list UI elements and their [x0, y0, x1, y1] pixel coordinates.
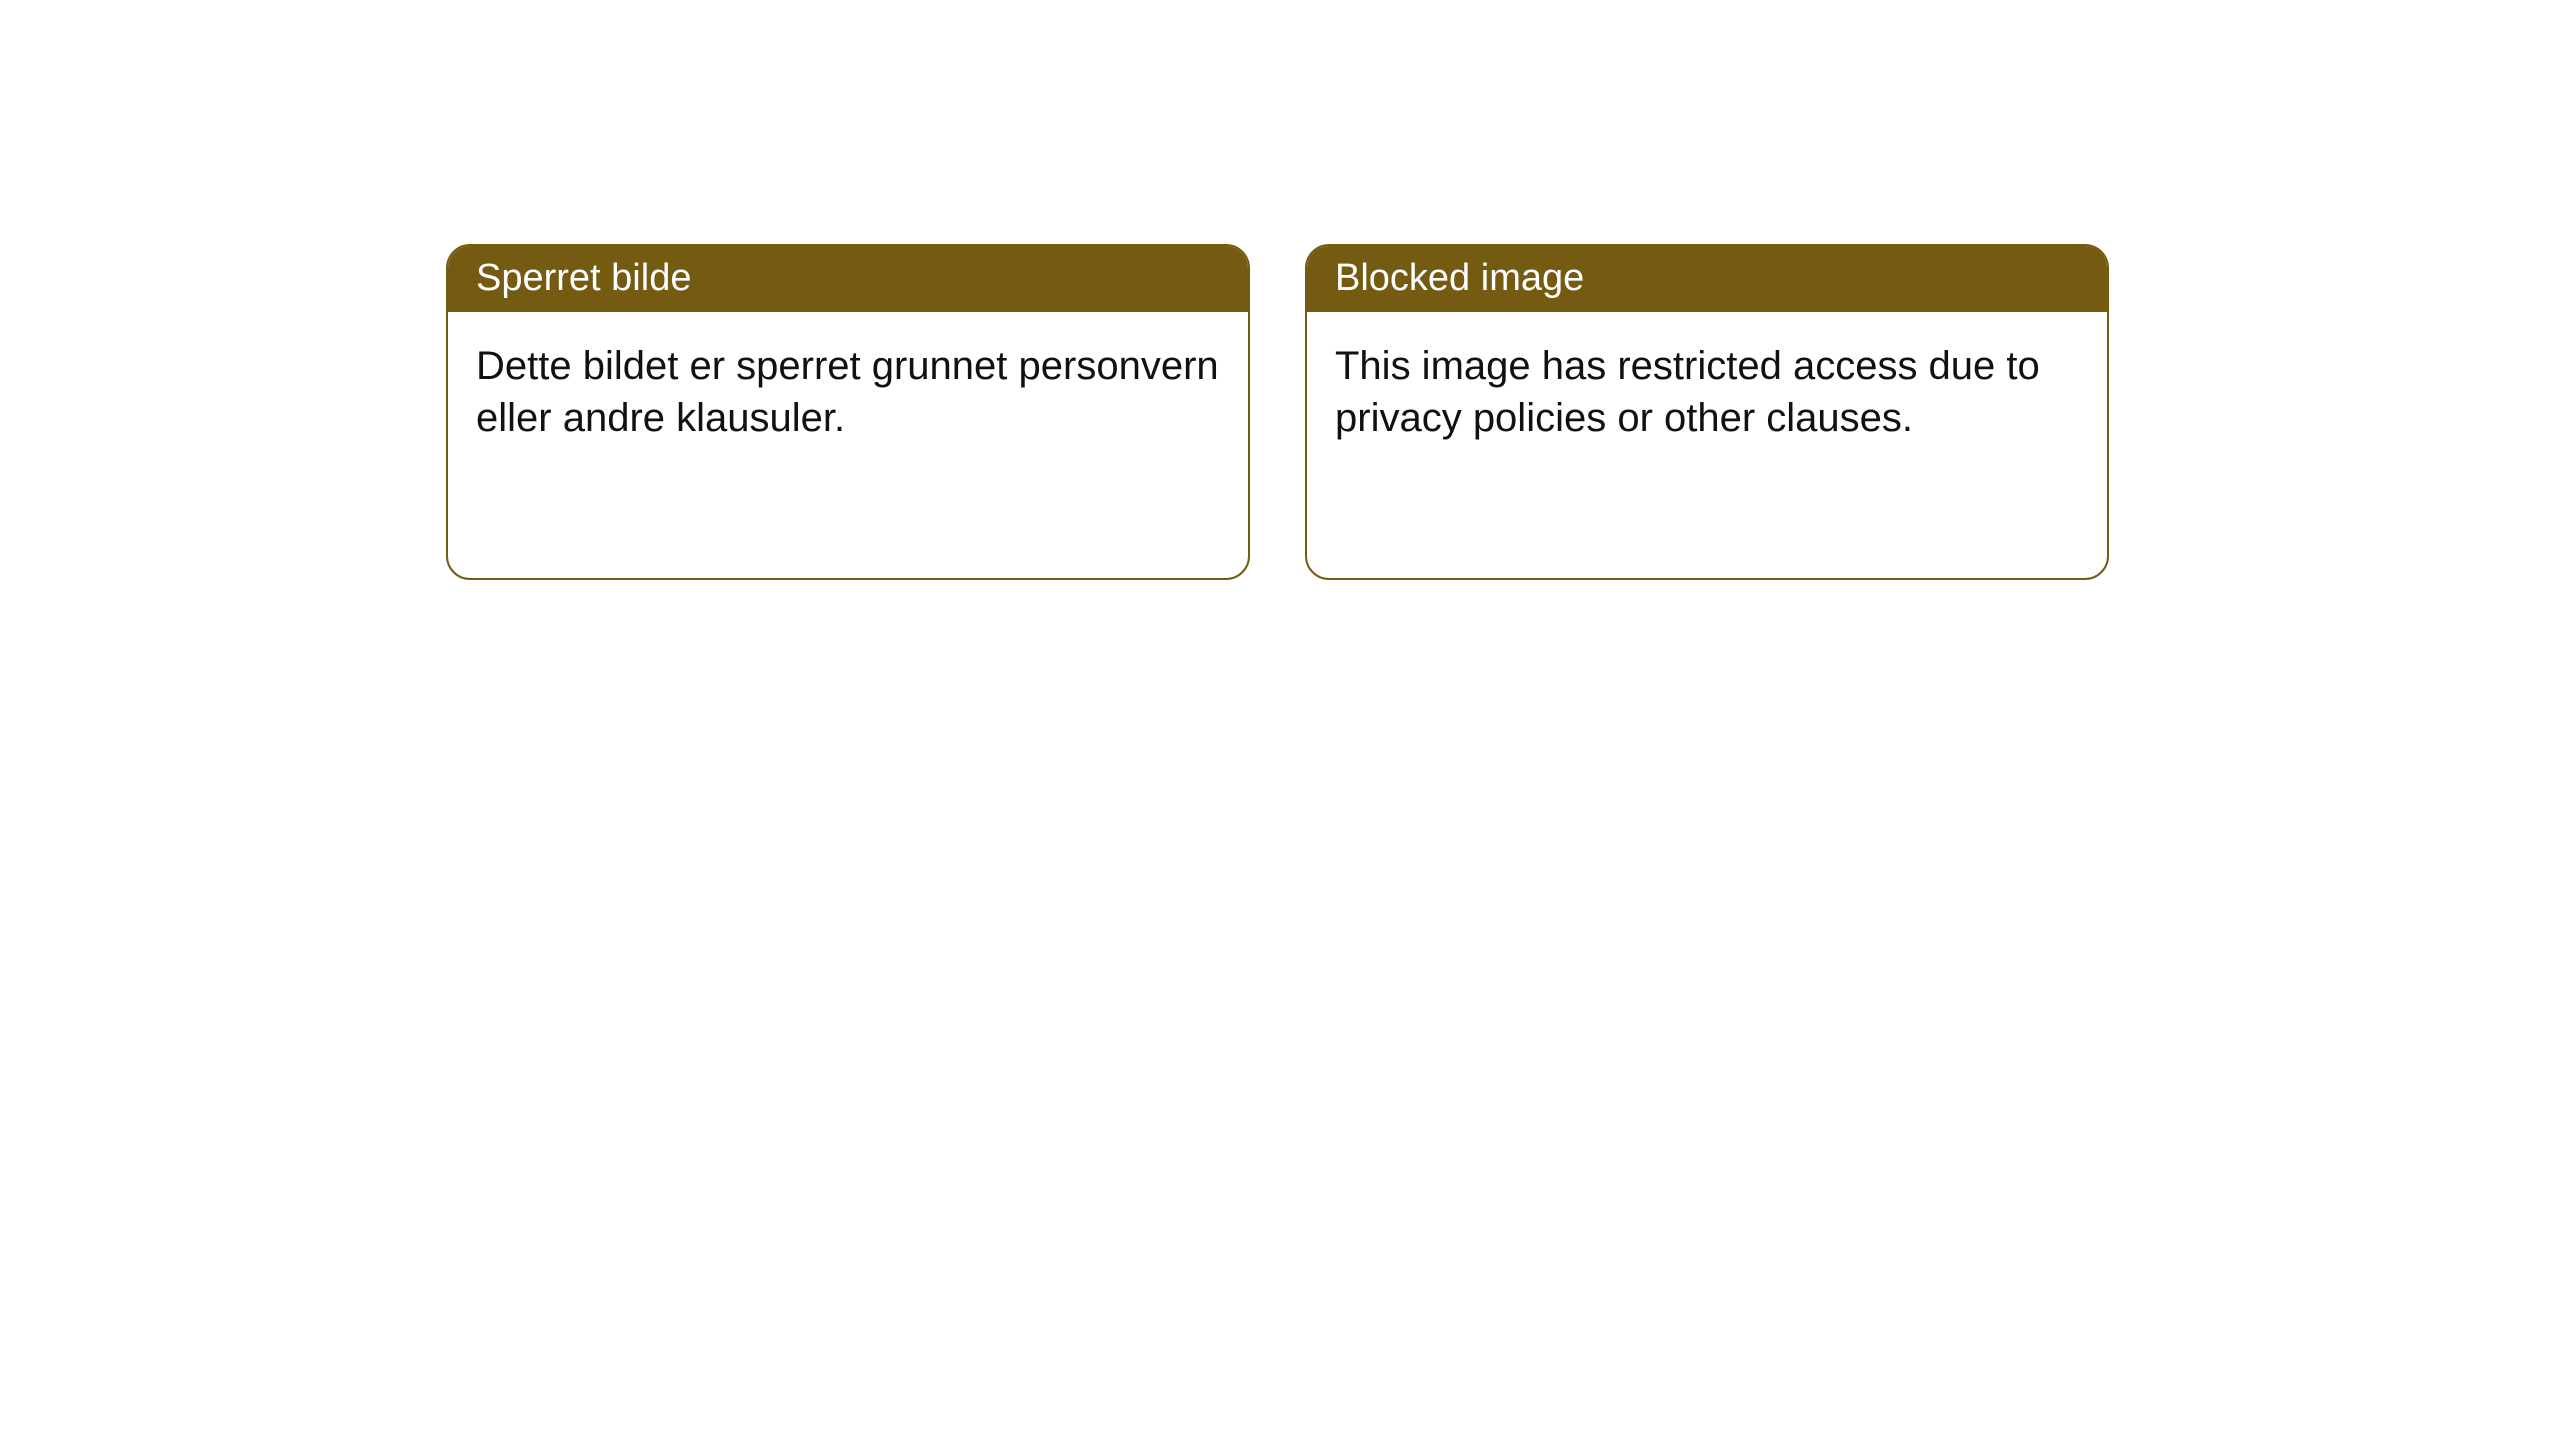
blocked-image-card-no: Sperret bilde Dette bildet er sperret gr…	[446, 244, 1250, 580]
card-header: Blocked image	[1307, 246, 2107, 312]
card-body-text: Dette bildet er sperret grunnet personve…	[448, 312, 1248, 578]
blocked-image-card-en: Blocked image This image has restricted …	[1305, 244, 2109, 580]
cards-row: Sperret bilde Dette bildet er sperret gr…	[446, 244, 2109, 580]
page: Sperret bilde Dette bildet er sperret gr…	[0, 0, 2560, 1440]
card-body-text: This image has restricted access due to …	[1307, 312, 2107, 578]
card-header: Sperret bilde	[448, 246, 1248, 312]
